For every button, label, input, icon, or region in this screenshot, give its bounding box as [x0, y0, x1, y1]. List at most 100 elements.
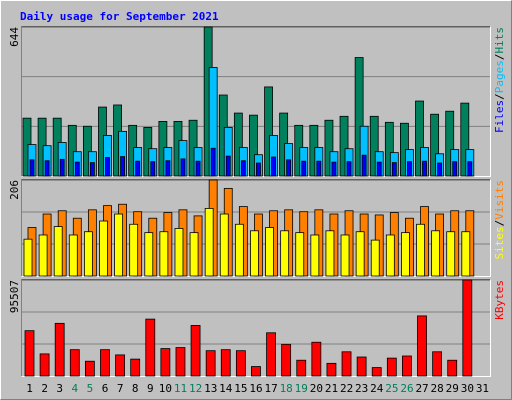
- bevel: [21, 26, 491, 177]
- bar: [249, 114, 258, 177]
- bar: [384, 121, 394, 177]
- bar: [402, 355, 412, 377]
- x-tick-label: 30: [461, 382, 474, 395]
- bar: [271, 156, 276, 177]
- bar: [369, 115, 379, 177]
- bar: [205, 350, 216, 377]
- bar: [281, 343, 292, 377]
- bar: [341, 351, 352, 377]
- bar: [331, 161, 337, 177]
- bar: [250, 230, 259, 277]
- bar: [144, 232, 154, 277]
- bar: [23, 238, 33, 277]
- bar: [220, 349, 231, 377]
- x-tick-label: 13: [204, 382, 217, 395]
- x-tick-label: 16: [249, 382, 262, 395]
- bar: [452, 161, 458, 177]
- x-tick-label: 15: [234, 382, 247, 395]
- bar: [445, 110, 455, 177]
- bar: [54, 322, 65, 377]
- bar: [422, 160, 427, 177]
- bar: [416, 223, 425, 277]
- x-tick-label: 3: [56, 382, 63, 395]
- x-tick-label: 22: [340, 382, 353, 395]
- bar: [68, 234, 78, 277]
- bar: [105, 157, 110, 177]
- bar: [234, 223, 244, 277]
- bar: [296, 359, 307, 377]
- x-tick-label: 2: [41, 382, 48, 395]
- bar: [301, 160, 307, 177]
- bar: [361, 154, 367, 177]
- bar: [447, 359, 458, 377]
- y-tick-label: 206: [8, 180, 21, 200]
- bar: [354, 57, 364, 177]
- bar: [38, 234, 48, 277]
- legend-label: Sites: [493, 226, 506, 259]
- bar: [432, 351, 443, 377]
- bar: [386, 357, 397, 377]
- x-tick-label: 9: [147, 382, 154, 395]
- bar: [145, 318, 156, 377]
- bar: [251, 366, 261, 377]
- bar: [460, 102, 470, 177]
- x-tick-label: 27: [415, 382, 428, 395]
- bar: [120, 156, 125, 177]
- x-tick-label: 5: [87, 382, 94, 395]
- bar: [325, 230, 335, 277]
- legend-label: Pages: [493, 60, 506, 93]
- bar: [24, 330, 35, 377]
- bar: [355, 231, 365, 277]
- bar: [356, 356, 367, 377]
- bar: [370, 239, 380, 277]
- bevel: [21, 179, 491, 277]
- bar: [99, 220, 108, 277]
- bar: [371, 367, 382, 377]
- bar: [264, 86, 273, 177]
- bar: [311, 341, 322, 377]
- bar: [280, 230, 290, 277]
- bar: [135, 160, 141, 177]
- x-tick-label: 14: [219, 382, 233, 395]
- x-tick-label: 18: [280, 382, 293, 395]
- chart-title: Daily usage for September 2021: [20, 10, 219, 23]
- bar: [339, 115, 349, 177]
- bar: [74, 161, 80, 177]
- x-tick-label: 7: [117, 382, 124, 395]
- bar: [159, 231, 169, 277]
- bar: [69, 349, 80, 377]
- legend-separator: /: [493, 54, 506, 61]
- x-tick-label: 26: [400, 382, 413, 395]
- bar: [437, 162, 443, 177]
- x-tick-label: 1: [26, 382, 33, 395]
- x-tick-label: 23: [355, 382, 368, 395]
- bevel: [21, 179, 491, 277]
- bar: [195, 160, 201, 177]
- x-tick-label: 20: [310, 382, 323, 395]
- x-tick-label: 29: [446, 382, 459, 395]
- bar: [407, 161, 412, 177]
- legend-label: Visits: [493, 180, 506, 220]
- bar: [326, 362, 337, 377]
- bar: [385, 234, 395, 277]
- bar: [114, 213, 123, 277]
- bar: [190, 325, 201, 377]
- y-tick-label: 95507: [8, 280, 21, 313]
- bar: [233, 112, 243, 177]
- bar: [346, 161, 352, 177]
- bar: [462, 279, 473, 377]
- bar: [431, 230, 441, 277]
- bar: [175, 347, 186, 377]
- bar: [44, 160, 50, 177]
- bar: [430, 113, 440, 177]
- bar: [89, 162, 95, 177]
- x-tick-label: 24: [370, 382, 384, 395]
- x-tick-label: 25: [385, 382, 398, 395]
- bar: [67, 124, 77, 177]
- legend: KBytes: [493, 280, 506, 320]
- bar: [180, 158, 186, 177]
- bevel: [21, 279, 491, 377]
- bar: [83, 231, 93, 277]
- bar: [417, 315, 427, 377]
